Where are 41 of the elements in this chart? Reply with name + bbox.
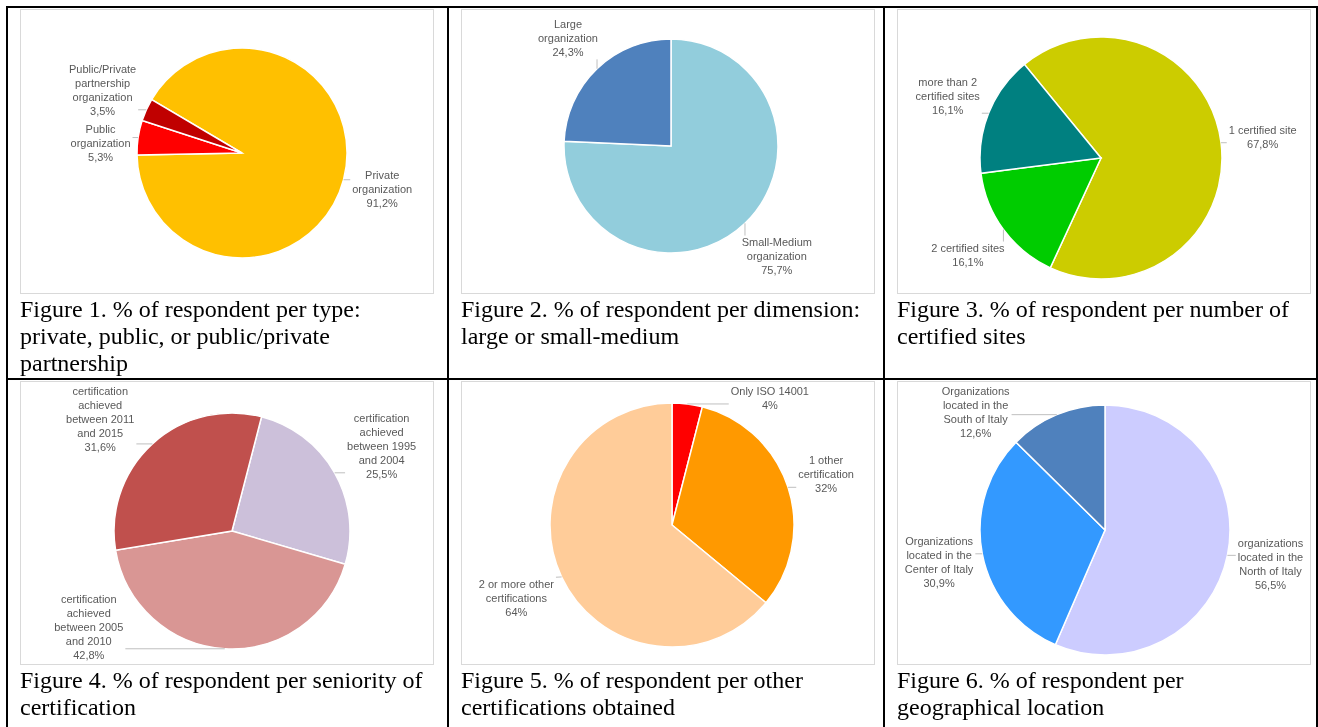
slice-label: Organizations located in the Center of Italy	[904, 534, 974, 575]
data-label: 5,3%	[88, 150, 114, 163]
slice-label: Public/Private partnership organization	[68, 62, 137, 103]
data-label: 31,6%	[84, 440, 117, 453]
data-label: 32%	[815, 482, 838, 495]
slice-label: Organizations located in the South of Italy	[941, 384, 1011, 425]
caption: Figure 3. % of respondent per number of certified sites	[897, 296, 1290, 350]
data-label: 4%	[761, 398, 779, 411]
caption: Figure 4. % of respondent per seniority of certification	[20, 667, 424, 721]
data-label: 56,5%	[1254, 578, 1287, 591]
data-label: 16,1%	[952, 256, 984, 269]
slice-label: 1 other certification	[798, 454, 854, 481]
pie-slice	[136, 47, 348, 259]
slice-label: Small-Medium organization	[741, 236, 812, 263]
slice-label: certification achieved between 1995 and 2004	[347, 411, 417, 466]
caption: Figure 1. % of respondent per type: private, public, or public/private partnership	[20, 296, 362, 377]
slice-label: 1 certified site	[1228, 123, 1297, 136]
slice-label: Only ISO 14001	[730, 384, 810, 397]
caption: Figure 2. % of respondent per dimension: large or small-medium	[461, 296, 862, 350]
slice-label: Private organization	[352, 169, 413, 196]
slice-label: certification achieved between 2011 and 2015	[66, 384, 135, 439]
data-label: 75,7%	[761, 264, 793, 277]
slice-label: certification achieved between 2005 and 2010	[54, 592, 124, 647]
slice-label: organizations located in the North of Italy	[1237, 536, 1304, 577]
data-label: 24,3%	[552, 45, 584, 58]
data-label: 67,8%	[1247, 137, 1279, 150]
data-label: 16,1%	[932, 104, 964, 117]
data-label: 30,9%	[923, 576, 955, 589]
data-label: 25,5%	[366, 467, 398, 480]
slice-label: Public organization	[70, 122, 131, 149]
slice-label: 2 or more other certifications	[478, 577, 555, 604]
slice-label: 2 certified sites	[931, 242, 1006, 255]
slice-label: Large organization	[538, 17, 598, 44]
data-label: 3,5%	[90, 104, 116, 117]
caption: Figure 6. % of respondent per geographical location	[897, 667, 1185, 721]
data-label: 12,6%	[960, 426, 992, 439]
data-label: 42,8%	[73, 648, 105, 661]
data-label: 91,2%	[366, 197, 399, 210]
data-label: 64%	[505, 605, 528, 618]
caption: Figure 5. % of respondent per other certifications obtained	[461, 667, 804, 721]
slice-label: more than 2 certified sites	[915, 76, 981, 103]
